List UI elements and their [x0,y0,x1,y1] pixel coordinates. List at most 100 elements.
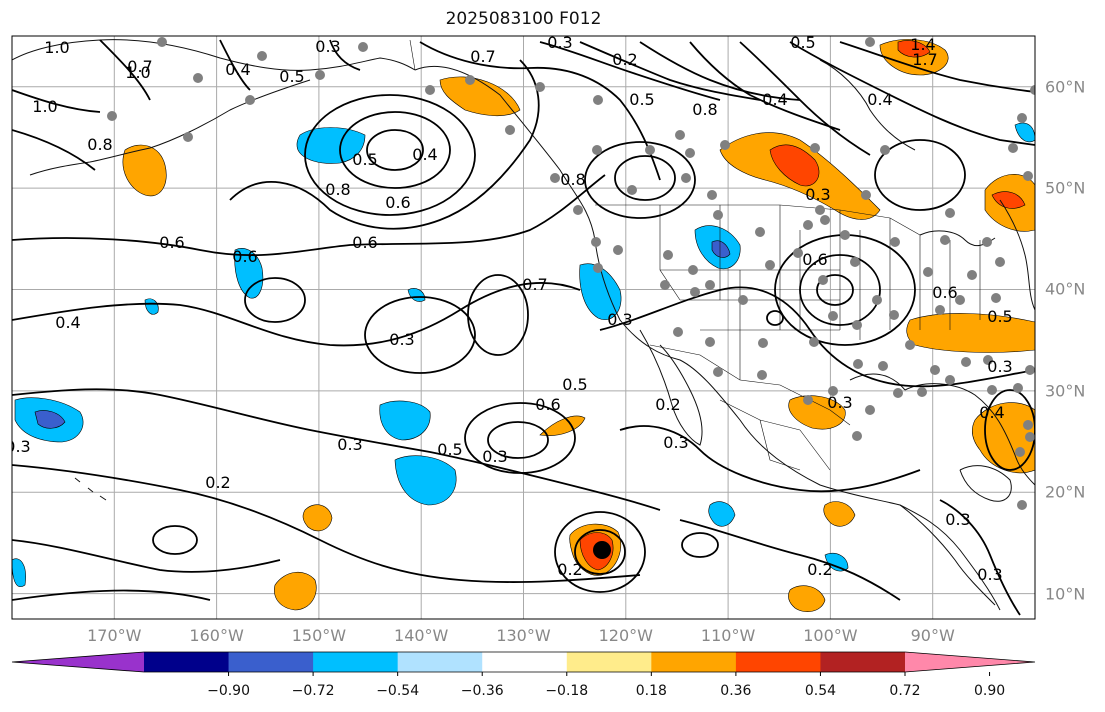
contour-line [539,41,721,101]
contour-label: 0.3 [977,565,1002,584]
contour-line [12,89,101,113]
station-dot [1025,432,1035,442]
station-dot [535,82,545,92]
contour-label: 0.8 [325,180,350,199]
contour-label: 1.7 [912,50,937,69]
station-dot [815,205,825,215]
contour-line [219,39,251,91]
contour-label: 0.3 [827,393,852,412]
contour-line [839,41,1035,93]
station-dot [828,311,838,321]
contour-label: 1.0 [32,97,57,116]
contour-label: 0.5 [790,33,815,52]
station-dot [1008,143,1018,153]
station-dot [627,185,637,195]
contour-label: 0.3 [337,435,362,454]
contour-line [574,529,626,575]
station-dot [1017,500,1027,510]
contour-label: 0.3 [5,437,30,456]
us-mexico-border [649,344,851,426]
aleutian-islands [29,147,151,176]
colorbar-tick-label: 0.90 [973,683,1006,699]
negative-area [296,127,366,164]
contour-label: 0.6 [232,247,257,266]
gulf-of-mexico-coastline [904,383,1035,486]
storm-center-marker [593,541,611,559]
contour-label: 0.7 [127,57,152,76]
station-dot [1023,420,1033,430]
contour-label: 0.5 [629,90,654,109]
station-dot [613,245,623,255]
colorbar-tick-label: −0.90 [207,683,250,699]
colorbar-outline [11,651,1036,673]
contour-line [487,421,549,459]
station-dot [995,257,1005,267]
station-dot [183,132,193,142]
station-dot [852,320,862,330]
contour-label: 0.3 [607,310,632,329]
contour-label: 0.5 [352,150,377,169]
station-dot [793,248,803,258]
alaska-coastline [12,39,416,71]
positive-area [823,501,856,527]
station-dot [1017,113,1027,123]
contour-label: 0.5 [437,440,462,459]
contour-line [939,499,1021,616]
contour-line [12,174,606,257]
yucatan-coastline [959,465,1012,502]
contour-label: 0.6 [802,250,827,269]
station-dot [983,355,993,365]
station-dot [935,305,945,315]
station-dot [890,237,900,247]
station-dot [681,173,691,183]
contour-label: 0.2 [655,395,680,414]
station-dot [865,405,875,415]
contour-line [619,425,921,493]
map-frame [11,35,1036,620]
contour-lines [12,39,1035,616]
contour-line [554,511,646,593]
station-dot [707,190,717,200]
contour-line [579,41,761,101]
contour-line [244,277,306,323]
colorbar-tick-label: −0.54 [376,683,420,699]
colorbar-tick-label: −0.36 [460,683,504,699]
positive-area [539,415,586,436]
colorbar-tick-label: 0.54 [804,683,837,699]
contour-label: 0.4 [762,90,787,109]
station-dot [550,173,560,183]
colorbar-segment [397,652,483,672]
colorbar-tick-label: 0.18 [635,683,667,699]
station-dot [865,37,875,47]
station-dot [940,235,950,245]
station-dot [358,42,368,52]
station-dot [591,237,601,247]
station-dot [193,73,203,83]
positive-area [991,191,1026,209]
negative-area [144,298,159,315]
station-dot [809,337,819,347]
station-dot [1030,85,1035,95]
station-dot [1013,383,1023,393]
contour-line [766,310,784,326]
contour-line [584,141,696,219]
colorbar-extend-high [905,652,1035,672]
contour-line [329,39,361,71]
contour-line [12,388,661,511]
station-dot [853,359,863,369]
station-dot [245,95,255,105]
contour-line [152,525,198,555]
contour-label: 0.7 [470,47,495,66]
station-dot [803,220,813,230]
station-dot [660,280,670,290]
contour-label: 0.2 [557,560,582,579]
station-dot [945,208,955,218]
contour-label: 0.6 [932,283,957,302]
station-dot [673,327,683,337]
negative-area [824,552,849,572]
contour-label: 0.5 [279,67,304,86]
station-dot [955,295,965,305]
contour-label: 0.3 [315,37,340,56]
station-dot [893,388,903,398]
contour-label: 0.4 [412,145,437,164]
